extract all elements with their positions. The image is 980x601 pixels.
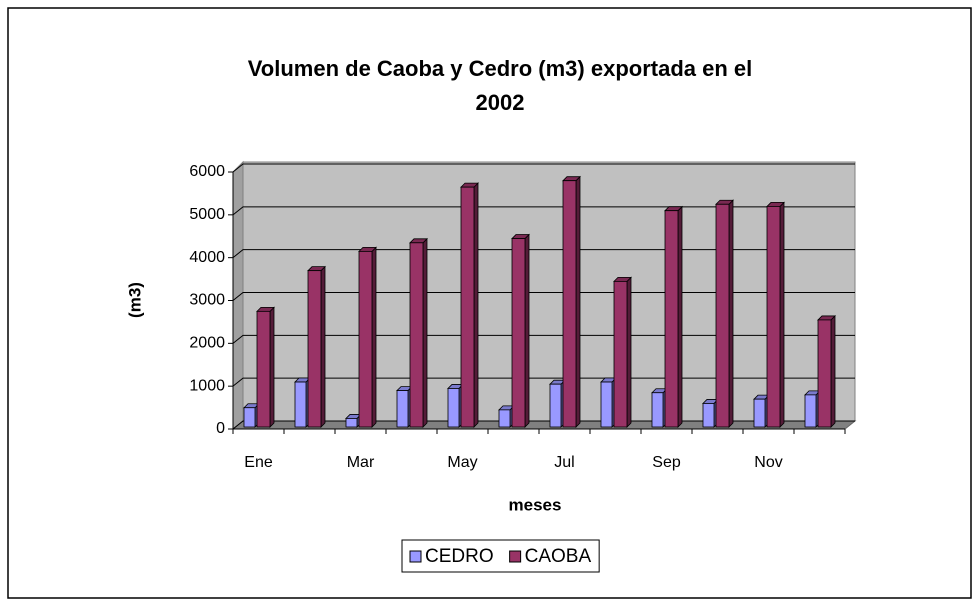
x-axis-label: meses bbox=[509, 495, 562, 514]
bar bbox=[753, 398, 766, 428]
bar-side bbox=[524, 233, 530, 428]
bar-side bbox=[779, 201, 785, 428]
bar bbox=[562, 180, 577, 428]
bar bbox=[294, 381, 307, 428]
grid-line bbox=[232, 420, 855, 430]
bar bbox=[804, 394, 817, 428]
y-tick-label: 2000 bbox=[189, 335, 225, 352]
bar bbox=[817, 319, 832, 428]
bar bbox=[766, 206, 781, 428]
bar bbox=[715, 203, 730, 428]
bar bbox=[613, 280, 628, 428]
y-axis-label: (m3) bbox=[125, 282, 144, 318]
bar bbox=[498, 409, 511, 428]
y-tick-label: 1000 bbox=[189, 377, 225, 394]
bar-side bbox=[575, 175, 581, 428]
bar bbox=[409, 242, 424, 428]
bar bbox=[651, 392, 664, 428]
grid-line bbox=[232, 206, 855, 216]
bar bbox=[460, 186, 475, 428]
bar bbox=[243, 407, 256, 428]
bar-side bbox=[320, 265, 326, 428]
y-tick-label: 0 bbox=[216, 420, 225, 437]
bar bbox=[549, 383, 562, 428]
y-tick-label: 4000 bbox=[189, 249, 225, 266]
x-tick-label: Ene bbox=[244, 454, 273, 471]
bar bbox=[256, 310, 271, 428]
bar-side bbox=[473, 182, 479, 428]
bar-side bbox=[728, 199, 734, 428]
grid-line bbox=[232, 163, 855, 173]
legend-label: CEDRO bbox=[425, 546, 494, 567]
x-tick-label: Nov bbox=[754, 454, 782, 471]
bar-side bbox=[677, 205, 683, 428]
y-tick-label: 6000 bbox=[189, 163, 225, 180]
bar bbox=[307, 270, 322, 428]
bar bbox=[396, 390, 409, 428]
x-tick-label: May bbox=[447, 454, 477, 471]
bar-side bbox=[830, 314, 836, 428]
legend-swatch bbox=[509, 550, 522, 563]
y-tick-label: 5000 bbox=[189, 206, 225, 223]
bar bbox=[345, 418, 358, 428]
title-line: 2002 bbox=[476, 90, 525, 115]
x-tick-label: Jul bbox=[554, 454, 574, 471]
bar bbox=[447, 388, 460, 428]
legend-swatch bbox=[409, 550, 422, 563]
grid-line bbox=[232, 292, 855, 301]
bar-side bbox=[422, 237, 428, 428]
bar bbox=[511, 238, 526, 428]
legend-label: CAOBA bbox=[525, 546, 592, 567]
grid-line bbox=[232, 377, 855, 387]
bar bbox=[664, 210, 679, 428]
x-tick-label: Mar bbox=[347, 454, 375, 471]
legend bbox=[401, 539, 600, 573]
grid-line bbox=[232, 334, 855, 344]
side-wall bbox=[232, 160, 244, 431]
bar bbox=[358, 250, 373, 428]
back-wall bbox=[242, 161, 856, 422]
bar-side bbox=[626, 276, 632, 428]
x-tick-label: Sep bbox=[652, 454, 681, 471]
y-tick-label: 3000 bbox=[189, 292, 225, 309]
bar-side bbox=[371, 246, 377, 428]
chart-title: Volumen de Caoba y Cedro (m3) exportada … bbox=[248, 56, 753, 115]
title-line: Volumen de Caoba y Cedro (m3) exportada … bbox=[248, 56, 753, 81]
bar-side bbox=[269, 306, 275, 428]
bar bbox=[702, 403, 715, 428]
bar bbox=[600, 381, 613, 428]
grid-line bbox=[232, 249, 855, 259]
